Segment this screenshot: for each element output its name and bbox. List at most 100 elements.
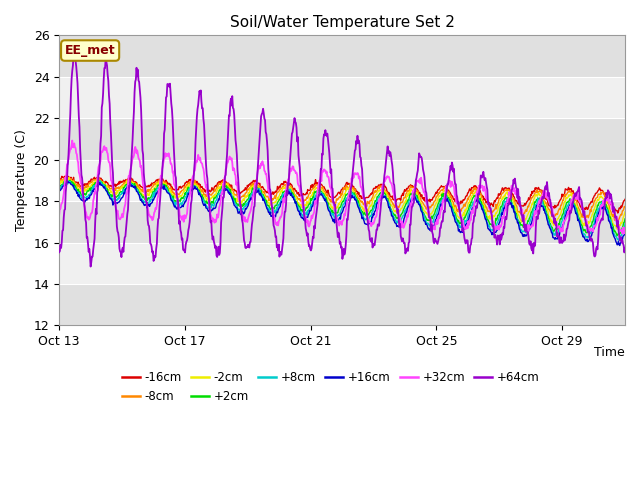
- Bar: [59, 118, 625, 160]
- -2cm: [76, 187, 84, 192]
- +32cm: [55, 212, 63, 218]
- -2cm: [376, 187, 384, 193]
- +8cm: [65, 178, 72, 184]
- -16cm: [61, 173, 69, 179]
- Y-axis label: Temperature (C): Temperature (C): [15, 130, 28, 231]
- -8cm: [613, 218, 621, 224]
- Bar: [59, 77, 625, 118]
- Legend: -16cm, -8cm, -2cm, +2cm, +8cm, +16cm, +32cm, +64cm: -16cm, -8cm, -2cm, +2cm, +8cm, +16cm, +3…: [117, 366, 544, 408]
- -2cm: [614, 226, 621, 232]
- +2cm: [613, 233, 621, 239]
- +16cm: [262, 202, 269, 207]
- +8cm: [376, 192, 384, 198]
- Line: +32cm: +32cm: [59, 141, 625, 234]
- +16cm: [292, 199, 300, 205]
- +64cm: [621, 245, 629, 251]
- +64cm: [55, 249, 63, 255]
- +8cm: [614, 238, 622, 243]
- Bar: [59, 201, 625, 242]
- Line: +8cm: +8cm: [59, 181, 625, 240]
- -8cm: [292, 192, 300, 198]
- +32cm: [376, 195, 384, 201]
- Text: EE_met: EE_met: [65, 44, 115, 57]
- +2cm: [376, 191, 384, 196]
- +16cm: [76, 195, 84, 201]
- -8cm: [376, 184, 384, 190]
- +16cm: [64, 179, 72, 184]
- -8cm: [76, 184, 83, 190]
- -8cm: [621, 204, 629, 210]
- +64cm: [70, 48, 78, 53]
- -8cm: [55, 179, 63, 184]
- +2cm: [621, 216, 629, 222]
- Bar: [59, 160, 625, 201]
- -2cm: [292, 194, 300, 200]
- Line: +64cm: +64cm: [59, 50, 625, 266]
- -16cm: [292, 188, 300, 194]
- +32cm: [76, 175, 84, 181]
- +2cm: [76, 189, 83, 195]
- +2cm: [292, 200, 300, 205]
- +32cm: [620, 231, 628, 237]
- +64cm: [377, 200, 385, 205]
- -8cm: [262, 193, 269, 199]
- +64cm: [189, 177, 197, 182]
- -16cm: [76, 184, 84, 190]
- -16cm: [55, 177, 63, 183]
- Bar: [59, 36, 625, 77]
- -16cm: [376, 182, 384, 188]
- -8cm: [189, 180, 196, 185]
- -16cm: [513, 198, 521, 204]
- +32cm: [189, 173, 196, 179]
- +2cm: [94, 177, 102, 183]
- +16cm: [616, 243, 623, 249]
- +8cm: [262, 201, 269, 206]
- +32cm: [513, 191, 521, 196]
- +64cm: [76, 146, 84, 152]
- +64cm: [87, 264, 95, 269]
- -2cm: [189, 180, 196, 186]
- +8cm: [621, 221, 629, 227]
- +16cm: [189, 187, 196, 192]
- +8cm: [76, 192, 84, 198]
- +8cm: [189, 183, 196, 189]
- Line: -2cm: -2cm: [59, 178, 625, 229]
- +64cm: [292, 125, 300, 131]
- +64cm: [514, 195, 522, 201]
- +2cm: [189, 183, 196, 189]
- +2cm: [262, 198, 269, 204]
- -2cm: [55, 180, 63, 186]
- Line: +2cm: +2cm: [59, 180, 625, 236]
- -16cm: [621, 196, 629, 202]
- Text: Time: Time: [595, 346, 625, 359]
- Line: +16cm: +16cm: [59, 181, 625, 246]
- -16cm: [614, 210, 621, 216]
- -2cm: [513, 210, 521, 216]
- -8cm: [95, 175, 102, 180]
- Bar: [59, 242, 625, 284]
- +8cm: [55, 188, 63, 194]
- -16cm: [262, 189, 269, 194]
- +32cm: [262, 171, 269, 177]
- +16cm: [55, 189, 63, 195]
- +8cm: [513, 217, 521, 223]
- -2cm: [65, 175, 73, 180]
- +32cm: [292, 170, 300, 176]
- -16cm: [189, 179, 196, 185]
- +16cm: [513, 216, 521, 222]
- Line: -8cm: -8cm: [59, 178, 625, 221]
- Bar: [59, 284, 625, 325]
- -2cm: [621, 209, 629, 215]
- -8cm: [513, 204, 521, 209]
- Line: -16cm: -16cm: [59, 176, 625, 213]
- -2cm: [262, 196, 269, 202]
- +16cm: [621, 228, 629, 233]
- +32cm: [621, 225, 629, 231]
- +2cm: [513, 213, 521, 219]
- +32cm: [68, 138, 76, 144]
- +8cm: [292, 199, 300, 205]
- +64cm: [262, 132, 270, 137]
- +16cm: [376, 195, 384, 201]
- Title: Soil/Water Temperature Set 2: Soil/Water Temperature Set 2: [230, 15, 454, 30]
- +2cm: [55, 186, 63, 192]
